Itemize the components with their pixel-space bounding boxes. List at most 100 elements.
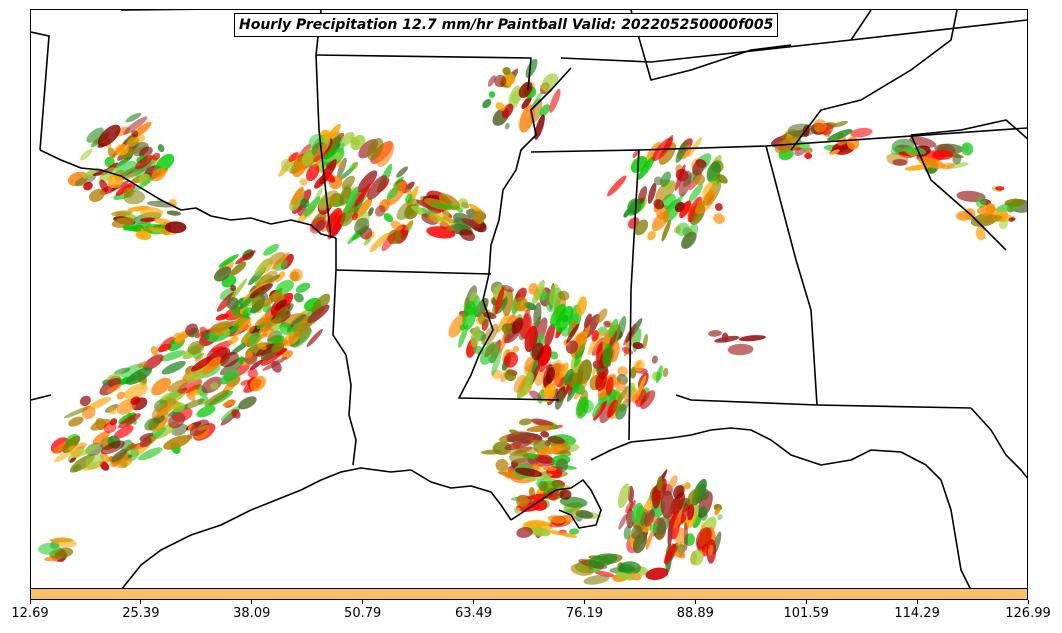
precip-paintball: [123, 116, 148, 135]
precip-paintball: [315, 220, 326, 231]
boundary-ky-north: [630, 10, 792, 81]
precip-paintball: [214, 266, 232, 282]
precip-paintball: [196, 405, 216, 418]
precip-paintball: [504, 122, 510, 130]
precip-paintball: [187, 390, 201, 397]
precip-paintball: [130, 396, 141, 406]
precip-paintball: [775, 137, 802, 154]
precip-paintball: [602, 343, 613, 368]
precip-paintball: [256, 323, 265, 329]
precip-paintball: [549, 530, 562, 535]
precip-paintball: [501, 284, 515, 293]
precip-paintball: [615, 572, 635, 581]
precip-paintball: [79, 395, 91, 407]
boundary-ms-al: [628, 149, 640, 441]
precip-paintball: [325, 193, 341, 209]
precip-paintball: [550, 303, 567, 327]
precip-paintball: [299, 178, 308, 186]
precip-paintball: [695, 191, 717, 215]
precip-paintball: [506, 431, 536, 444]
boundary-ar-la: [335, 269, 492, 275]
precip-paintball: [634, 219, 649, 236]
precip-paintball: [92, 431, 110, 445]
precip-paintball: [516, 496, 529, 507]
precip-paintball: [247, 368, 258, 379]
precip-paintball: [531, 498, 548, 511]
precip-paintball: [262, 356, 288, 371]
precip-paintball: [383, 212, 394, 223]
precip-paintball: [267, 335, 281, 342]
precip-paintball: [86, 127, 104, 143]
precip-paintball: [850, 127, 873, 138]
precip-paintball: [210, 340, 233, 353]
precip-paintball: [102, 379, 110, 386]
colorbar-tick-label: 25.39: [122, 606, 160, 621]
precip-paintball: [315, 188, 323, 200]
colorbar-tick: [473, 600, 475, 604]
precip-paintball: [157, 343, 172, 352]
precip-paintball: [688, 183, 703, 203]
precip-paintball: [125, 367, 153, 385]
precip-paintball: [995, 186, 1005, 191]
precip-paintball: [393, 176, 404, 187]
precip-paintball: [482, 311, 497, 319]
precip-paintball: [588, 553, 618, 568]
precip-paintball: [660, 171, 672, 188]
precip-paintball: [151, 377, 171, 396]
precip-paintball: [95, 418, 107, 430]
precip-paintball: [152, 152, 161, 161]
precip-paintball: [341, 175, 355, 190]
precip-paintball: [714, 507, 721, 516]
precip-paintball: [651, 210, 670, 232]
precip-paintball: [617, 483, 631, 509]
precip-paintball: [219, 369, 240, 385]
precip-paintball: [76, 442, 87, 450]
precip-paintball: [230, 261, 247, 276]
precip-paintball: [99, 461, 110, 471]
precip-paintball: [238, 396, 257, 410]
precip-paintball: [554, 390, 565, 410]
precip-paintball: [675, 140, 688, 164]
precip-paintball: [74, 174, 97, 187]
precip-paintball: [106, 383, 122, 394]
precip-paintball: [237, 356, 245, 363]
map-title: Hourly Precipitation 12.7 mm/hr Paintbal…: [234, 13, 779, 37]
precip-paintballs: [38, 58, 1027, 585]
precip-paintball: [293, 292, 304, 303]
precip-paintball: [574, 343, 585, 368]
precip-paintball: [645, 141, 661, 163]
boundary-ok-tx-red-river: [39, 149, 337, 239]
precip-paintball: [77, 443, 100, 457]
precip-paintball: [139, 207, 164, 218]
precip-paintball: [204, 389, 230, 407]
precip-paintball: [126, 134, 146, 147]
precip-paintball: [306, 329, 323, 347]
precip-paintball: [111, 448, 127, 463]
precip-paintball: [664, 543, 677, 565]
precip-paintball: [177, 378, 203, 394]
precip-paintball: [125, 112, 142, 123]
precip-paintball: [674, 201, 685, 213]
precip-paintball: [137, 361, 148, 368]
precip-paintball: [721, 332, 729, 343]
precip-paintball: [114, 144, 129, 156]
precip-paintball: [249, 283, 273, 299]
colorbar-tick-label: 126.99: [1005, 606, 1051, 621]
precip-paintball: [998, 218, 1008, 230]
precip-paintball: [334, 152, 342, 159]
precip-paintball: [603, 320, 611, 328]
precip-paintball: [405, 188, 412, 196]
precip-paintball: [448, 313, 467, 338]
state-boundaries: [31, 10, 1027, 588]
precip-paintball: [508, 429, 520, 435]
precip-paintball: [715, 173, 728, 184]
precip-paintball: [131, 177, 155, 193]
precip-paintball: [647, 182, 657, 204]
precip-paintball: [396, 166, 409, 178]
precip-paintball: [99, 377, 121, 396]
precip-paintball: [570, 320, 577, 329]
precip-paintball: [289, 268, 303, 282]
precip-paintball: [549, 283, 559, 306]
precip-paintball: [487, 75, 496, 87]
precip-paintball: [544, 323, 555, 347]
